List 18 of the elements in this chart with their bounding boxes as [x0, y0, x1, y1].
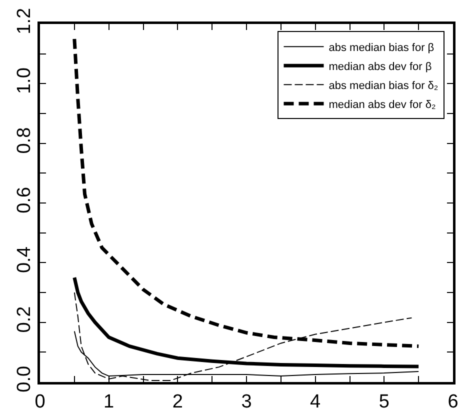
- legend-label: abs median bias for β: [328, 42, 434, 54]
- y-tick-label: 0.2: [14, 306, 35, 333]
- x-tick-label: 2: [172, 391, 183, 412]
- y-tick-label: 1.2: [14, 8, 35, 34]
- y-tick-label: 0.4: [14, 246, 35, 274]
- x-tick-label: 4: [310, 391, 322, 412]
- x-tick-label: 5: [378, 391, 390, 412]
- y-tick-label: 0.6: [14, 186, 35, 214]
- legend-label: abs median bias for δ₂: [328, 80, 438, 92]
- x-tick-label: 1: [104, 391, 114, 412]
- y-tick-label: 0.0: [14, 366, 35, 392]
- x-tick-label: 3: [241, 391, 252, 412]
- y-tick-label: 0.8: [14, 127, 35, 154]
- y-tick-label: 1.0: [14, 68, 35, 94]
- legend-label: median abs dev for β: [328, 60, 432, 73]
- legend-label: median abs dev for δ₂: [328, 98, 436, 111]
- x-tick-label: 6: [448, 391, 458, 412]
- x-tick-label: 0: [34, 391, 46, 412]
